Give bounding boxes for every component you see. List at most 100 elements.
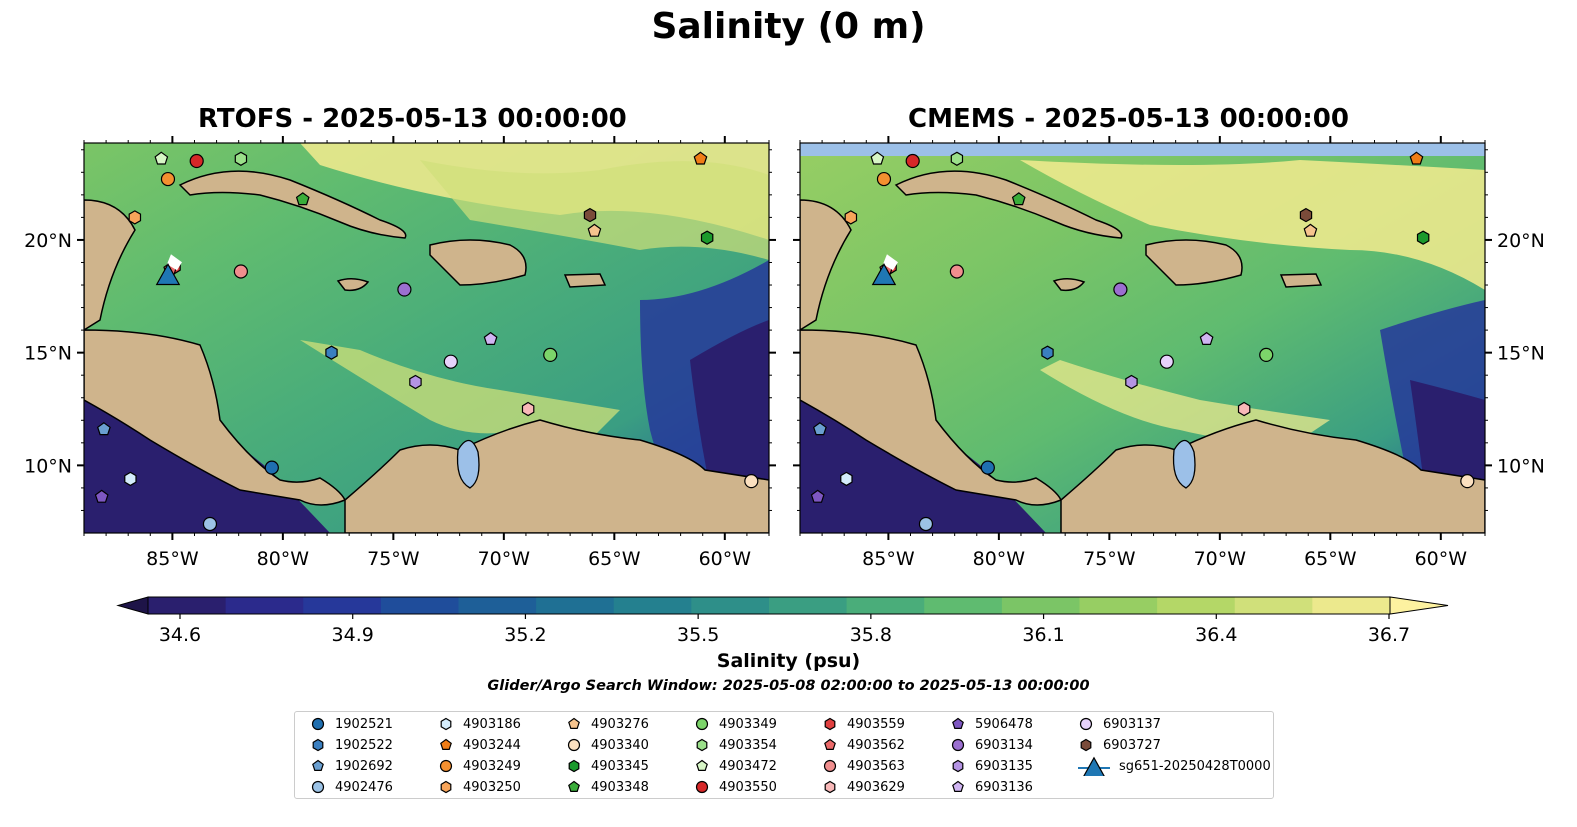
float-marker-1902692 <box>812 422 827 436</box>
colorbar-label: Salinity (psu) <box>716 650 861 672</box>
x-tick-label: 70°W <box>1194 548 1247 570</box>
x-tick-label: 60°W <box>1415 548 1468 570</box>
panel-title-rtofs: RTOFS - 2025-05-13 00:00:00 <box>198 104 627 134</box>
colorbar-tick-label: 34.6 <box>159 624 201 646</box>
legend-swatch <box>440 738 452 750</box>
legend-item: 4903354 <box>693 735 777 755</box>
legend-swatch <box>1080 738 1092 752</box>
legend-marker <box>824 717 836 731</box>
float-marker-6903135 <box>409 374 422 390</box>
float-marker-6903135 <box>1125 374 1138 390</box>
float-marker-4903249 <box>876 171 892 187</box>
legend-item: 1902521 <box>309 714 393 734</box>
y-tick-label-right: 15°N <box>1497 343 1545 365</box>
float-marker-6903727 <box>1299 207 1313 223</box>
x-tick-label: 75°W <box>1083 548 1136 570</box>
legend-item: 4903250 <box>437 777 521 797</box>
x-tick-label: 85°W <box>146 548 199 570</box>
legend-label: 6903135 <box>975 758 1033 774</box>
legend-label: sg651-20250428T0000 <box>1119 758 1271 774</box>
legend-item: 4903472 <box>693 756 777 776</box>
legend-item: 5906478 <box>949 714 1033 734</box>
legend-item: 6903136 <box>949 777 1033 797</box>
x-tick-label: 85°W <box>862 548 915 570</box>
colorbar-tick-label: 36.1 <box>1022 624 1064 646</box>
legend-label: 4903276 <box>591 716 649 732</box>
float-marker-4903249 <box>160 171 176 187</box>
float-marker-4902476 <box>918 516 934 532</box>
colorbar-segment <box>303 597 382 614</box>
legend-label: 4903550 <box>719 779 777 795</box>
legend-marker <box>439 759 453 773</box>
map-panel-rtofs <box>84 143 769 533</box>
legend-item: 6903137 <box>1077 714 1161 734</box>
legend-label: 1902692 <box>335 758 393 774</box>
colorbar-segment <box>846 597 925 614</box>
float-marker-4903550 <box>189 153 204 169</box>
legend-label: 4903345 <box>591 758 649 774</box>
colorbar-tick-label: 34.9 <box>332 624 374 646</box>
legend-label: 6903134 <box>975 737 1033 753</box>
x-tick-label: 80°W <box>257 548 310 570</box>
legend-item: 4903276 <box>565 714 649 734</box>
legend-swatch <box>312 759 324 771</box>
legend-marker <box>311 717 325 731</box>
colorbar-segment <box>1157 597 1236 614</box>
float-marker-4903472 <box>870 151 885 165</box>
legend-item: 4903349 <box>693 714 777 734</box>
legend-marker <box>823 759 837 773</box>
legend-label: 6903137 <box>1103 716 1161 732</box>
legend-item: 4903562 <box>821 735 905 755</box>
colorbar-tick-label: 36.7 <box>1368 624 1410 646</box>
legend-swatch <box>824 717 836 731</box>
legend-item: 4903550 <box>693 777 777 797</box>
legend-marker <box>1080 738 1092 752</box>
legend-marker <box>311 780 325 794</box>
figure-title: Salinity (0 m) <box>651 6 926 47</box>
legend-marker <box>824 738 836 750</box>
float-marker-6903136 <box>1199 331 1214 345</box>
glider-marker <box>871 263 897 286</box>
legend-item: 4903559 <box>821 714 905 734</box>
legend-swatch <box>439 759 453 773</box>
x-tick-label: 70°W <box>478 548 531 570</box>
colorbar-segment <box>148 597 227 614</box>
float-marker-4903354 <box>950 151 964 166</box>
colorbar-segment <box>1312 597 1391 614</box>
legend-label: 1902522 <box>335 737 393 753</box>
float-marker-4903186 <box>124 471 137 487</box>
float-marker-5906478 <box>810 489 825 503</box>
float-marker-6903134 <box>1113 282 1128 297</box>
float-marker-4903186 <box>840 471 853 487</box>
float-marker-6903137 <box>1159 354 1174 369</box>
legend-item: 6903134 <box>949 735 1033 755</box>
legend-marker <box>440 717 452 731</box>
float-marker-6903136 <box>483 331 498 345</box>
colorbar-segment <box>1234 597 1313 614</box>
float-marker-4903349 <box>1259 347 1274 363</box>
legend-marker <box>695 780 709 794</box>
glider-marker <box>155 263 181 286</box>
float-marker-1902522 <box>325 345 338 360</box>
legend-label: 4903250 <box>463 779 521 795</box>
legend-swatch <box>696 759 708 771</box>
legend-label: 4903349 <box>719 716 777 732</box>
legend-marker <box>568 759 580 773</box>
float-marker-4903250 <box>128 210 142 225</box>
legend-label: 1902521 <box>335 716 393 732</box>
legend-swatch <box>440 717 452 731</box>
legend-label: 4903354 <box>719 737 777 753</box>
legend-marker <box>312 759 324 771</box>
float-marker-4903348 <box>295 192 310 206</box>
panel-title-cmems: CMEMS - 2025-05-13 00:00:00 <box>908 104 1349 134</box>
legend-item: 4903629 <box>821 777 905 797</box>
y-tick-label-right: 10°N <box>1497 455 1545 477</box>
colorbar-segment <box>536 597 615 614</box>
legend-label: 4903472 <box>719 758 777 774</box>
colorbar-segment <box>691 597 770 614</box>
x-tick-label: 60°W <box>699 548 752 570</box>
legend-marker <box>1083 756 1105 776</box>
float-marker-4903340 <box>744 474 759 489</box>
float-marker-1902521 <box>264 460 279 475</box>
